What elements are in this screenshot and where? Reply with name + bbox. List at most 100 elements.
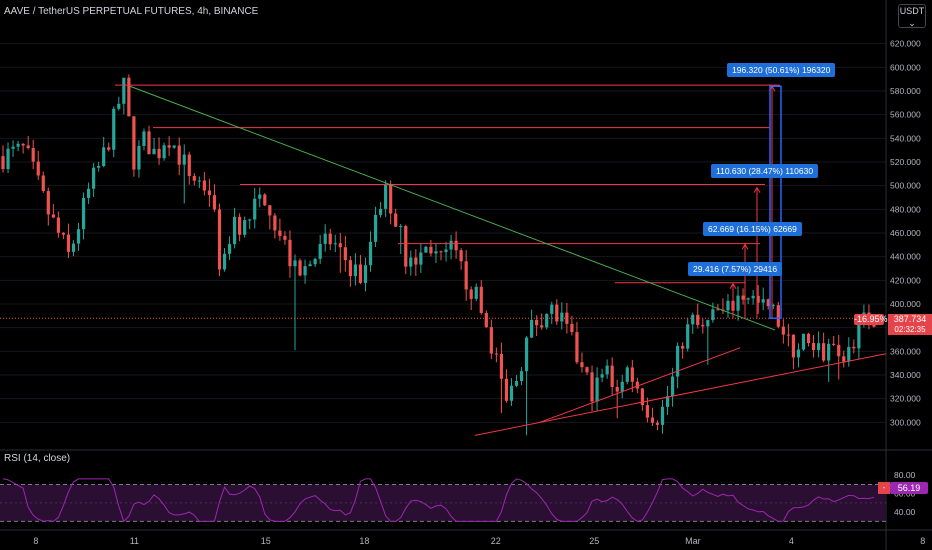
candle-body xyxy=(741,295,745,300)
candle-body xyxy=(570,323,574,333)
candle-body xyxy=(122,77,126,104)
candle-body xyxy=(288,239,292,267)
candle-body xyxy=(736,295,740,311)
candle-body xyxy=(504,378,509,401)
rsi-value-label: 56.19 xyxy=(890,482,928,494)
candle-body xyxy=(424,246,428,253)
candle-body xyxy=(243,220,247,235)
candle-body xyxy=(484,313,488,328)
candle-body xyxy=(660,406,665,425)
candle-body xyxy=(811,343,816,351)
candle-body xyxy=(524,337,529,372)
candle-body xyxy=(852,346,856,349)
candle-body xyxy=(847,346,851,362)
candle-body xyxy=(132,116,136,170)
candle-body xyxy=(212,195,217,210)
candle-body xyxy=(540,325,544,328)
candle-body xyxy=(353,264,358,277)
candle-body xyxy=(751,295,755,299)
candle-body xyxy=(177,145,181,165)
candle-body xyxy=(81,197,86,230)
candle-body xyxy=(389,184,393,214)
candle-body xyxy=(298,260,302,276)
candle-body xyxy=(640,388,644,406)
symbol-legend[interactable]: AAVE / TetherUS PERPETUAL FUTURES, 4h, B… xyxy=(4,6,259,17)
candle-body xyxy=(474,286,478,299)
candle-body xyxy=(620,381,624,392)
candle-body xyxy=(313,258,317,265)
candle-body xyxy=(776,305,780,327)
candle-body xyxy=(479,286,483,314)
candle-body xyxy=(217,209,222,270)
measure-callout[interactable]: 196.320 (50.61%) 196320 xyxy=(727,63,836,77)
candle-body xyxy=(827,343,831,361)
time-tick-label: 4 xyxy=(789,536,794,546)
price-axis[interactable]: 300.000320.000340.000360.000380.000400.0… xyxy=(890,39,921,428)
candle-body xyxy=(726,300,730,311)
candle-body xyxy=(696,314,700,325)
candle-body xyxy=(268,205,272,216)
price-tick-label: 300.000 xyxy=(890,417,921,427)
candle-body xyxy=(449,240,453,250)
candle-body xyxy=(338,243,342,248)
candle-body xyxy=(197,180,201,182)
candle-body xyxy=(273,215,277,231)
candle-body xyxy=(238,216,242,235)
currency-unit-box[interactable]: USDT ⌄ xyxy=(898,4,926,28)
candle-body xyxy=(575,332,579,363)
time-tick-label: 22 xyxy=(491,536,501,546)
collapse-chevron-icon: ⌄ xyxy=(908,18,916,28)
price-tick-label: 580.000 xyxy=(890,86,921,96)
candle-body xyxy=(207,190,212,196)
candle-body xyxy=(645,405,650,418)
price-tick-label: 420.000 xyxy=(890,275,921,285)
candle-body xyxy=(686,324,690,349)
time-tick-label: 18 xyxy=(359,536,369,546)
time-tick-label: 25 xyxy=(589,536,599,546)
rsi-tick-label: 40.00 xyxy=(894,507,916,517)
candle-body xyxy=(61,232,66,235)
candle-body xyxy=(187,154,191,177)
candle-body xyxy=(51,214,55,218)
candle-body xyxy=(1,156,5,170)
measure-callout[interactable]: 29.416 (7.57%) 29416 xyxy=(688,262,783,276)
time-axis[interactable]: 81115182225Mar4811 xyxy=(33,536,932,546)
candle-body xyxy=(545,313,549,328)
candle-body xyxy=(92,167,96,189)
candle-body xyxy=(459,250,463,262)
candle-body xyxy=(71,243,76,252)
price-tick-label: 620.000 xyxy=(890,39,921,49)
rsi-change-indicator: - xyxy=(878,482,890,494)
candle-body xyxy=(66,234,71,252)
time-tick-label: Mar xyxy=(685,536,701,546)
last-price-label: 387.734 xyxy=(888,314,932,325)
rsi-line xyxy=(2,478,875,523)
candle-body xyxy=(706,320,710,327)
candle-body xyxy=(419,252,423,265)
candle-body xyxy=(167,145,171,148)
candle-body xyxy=(76,229,81,244)
candle-body xyxy=(464,261,468,290)
candle-body xyxy=(16,143,20,147)
candle-body xyxy=(31,148,35,162)
measure-callout[interactable]: 110.630 (28.47%) 110630 xyxy=(711,164,819,178)
candle-body xyxy=(650,417,655,423)
time-tick-label: 8 xyxy=(920,536,925,546)
time-tick-label: 8 xyxy=(33,536,38,546)
rsi-legend[interactable]: RSI (14, close) xyxy=(4,453,71,464)
candle-body xyxy=(399,226,403,228)
candle-body xyxy=(439,251,443,253)
candle-body xyxy=(605,365,609,375)
candle-body xyxy=(202,180,206,191)
measure-range-box xyxy=(769,85,782,319)
support-trendline xyxy=(539,347,741,423)
measure-callout[interactable]: 62.669 (16.15%) 62669 xyxy=(703,222,802,236)
candle-body xyxy=(822,343,826,361)
candle-body xyxy=(192,176,196,181)
time-tick-label: 15 xyxy=(261,536,271,546)
candle-body xyxy=(343,247,347,261)
candle-body xyxy=(590,372,594,402)
candle-body xyxy=(580,362,584,368)
price-tick-label: 460.000 xyxy=(890,228,921,238)
